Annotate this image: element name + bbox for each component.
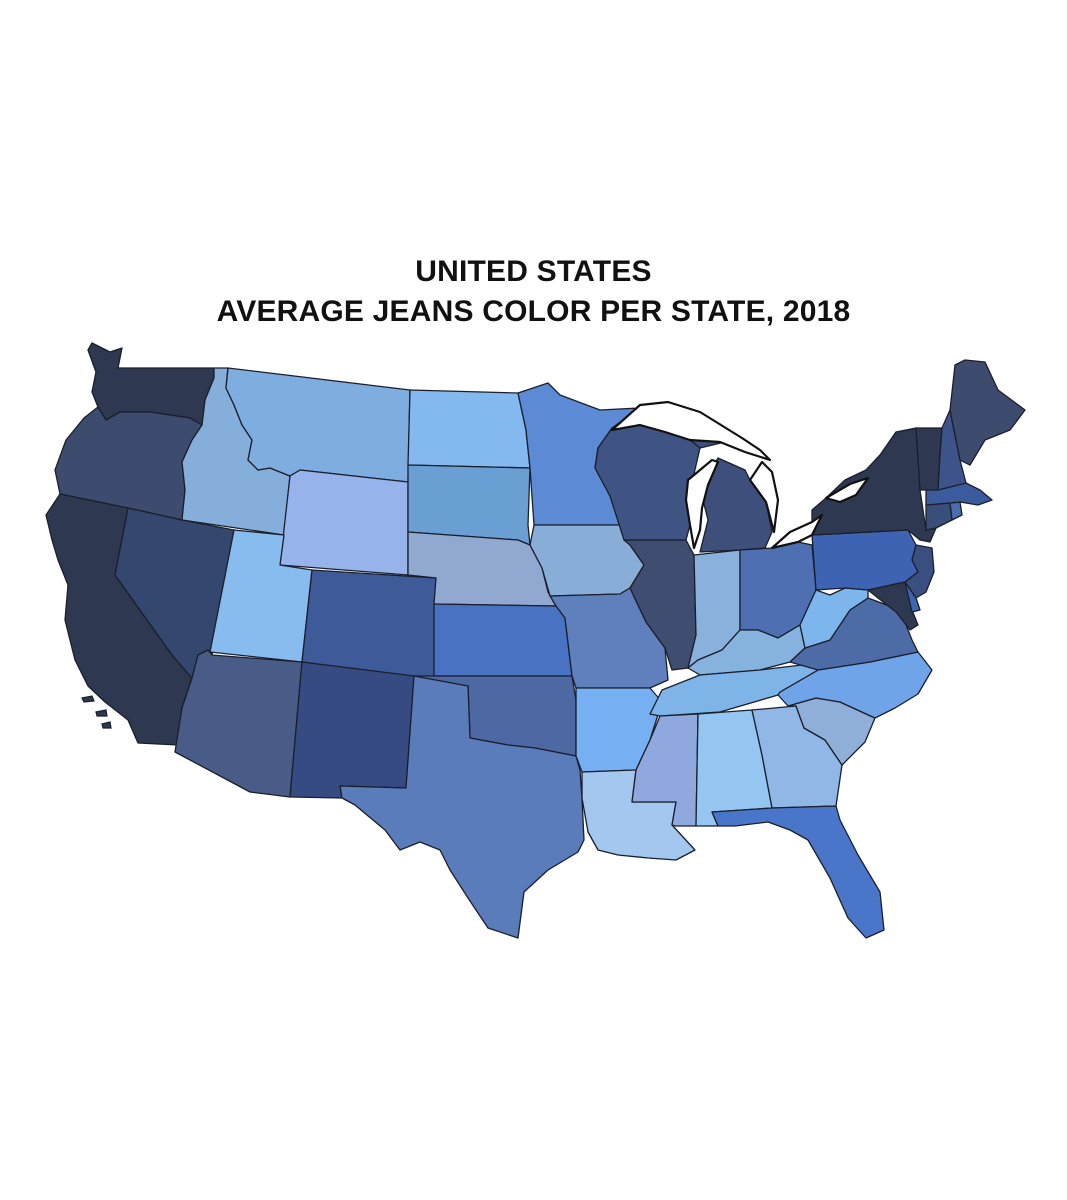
- channel-island-2: [95, 709, 108, 717]
- lake-ontario: [824, 476, 870, 504]
- state-PA: [811, 529, 919, 591]
- state-NM: [289, 661, 415, 799]
- state-ND: [407, 389, 531, 469]
- state-CO: [301, 569, 437, 681]
- map-title-line-1: UNITED STATES: [415, 255, 652, 288]
- channel-island-1: [81, 695, 95, 703]
- lake-erie: [770, 513, 824, 550]
- state-WV: [799, 587, 869, 649]
- lake-superior: [610, 400, 772, 462]
- map-title-line-2: AVERAGE JEANS COLOR PER STATE, 2018: [216, 295, 851, 328]
- state-CT: [925, 502, 953, 531]
- state-FL: [711, 805, 885, 939]
- state-RI: [949, 501, 963, 521]
- channel-island-3: [101, 721, 112, 729]
- lake-michigan: [684, 458, 720, 550]
- state-IL: [623, 539, 697, 671]
- state-MO: [549, 587, 669, 689]
- state-KS: [433, 603, 573, 677]
- state-AZ: [174, 649, 303, 798]
- state-WY: [279, 469, 409, 576]
- state-DE: [904, 581, 921, 613]
- state-ME: [949, 359, 1026, 466]
- state-MT: [225, 367, 411, 483]
- lake-huron: [748, 460, 780, 534]
